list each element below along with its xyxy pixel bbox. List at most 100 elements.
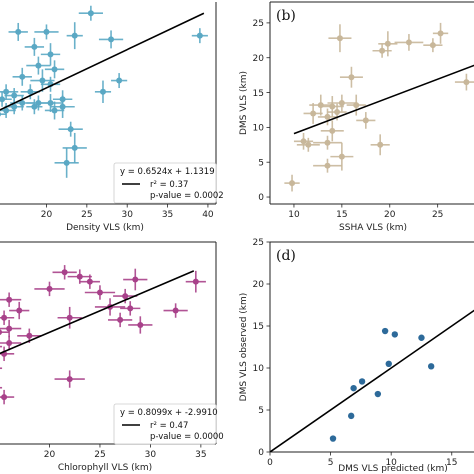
data-point [3,88,10,95]
legend: y = 0.6524x + 1.1319 r² = 0.37p-value = 0… [113,162,224,204]
data-point [15,28,22,35]
data-point [122,293,129,300]
data-point [196,32,203,39]
x-axis-label: DMS VLS predicted (km) [338,464,448,474]
data-point [0,111,2,117]
y-axis-label: DMS VLS (km) [239,71,249,135]
data-point [132,276,139,283]
data-point [374,390,382,398]
data-point [329,127,336,134]
data-point [379,47,386,54]
x-tick-label: 20 [384,210,396,220]
panel-label: (b) [276,8,296,24]
plot-area [270,309,474,452]
regression-line [0,270,195,355]
legend-pvalue: p-value = 0.0002 [150,191,224,201]
y-tick-label: 5 [258,406,264,416]
data-point [336,35,343,42]
y-tick-label: 10 [253,364,265,374]
x-tick-label: 30 [145,450,157,460]
data-point [6,340,13,346]
x-tick-label: 25 [432,210,443,220]
data-point [358,378,366,385]
x-tick-label: 0 [267,458,273,468]
data-point [0,96,6,103]
x-tick-label: 40 [202,210,214,220]
data-point [391,331,399,338]
legend-box [113,162,217,204]
regression-line [270,309,474,452]
plot-area [284,22,474,192]
x-axis-label: SSHA VLS (km) [339,223,407,233]
data-point [329,103,336,110]
regression-line [0,12,205,111]
legend-pvalue: p-value = 0.0000 [150,432,224,442]
x-tick-label: 25 [81,210,92,220]
data-point [39,77,46,84]
data-point [47,100,54,106]
legend-r2: r² = 0.37 [150,180,188,190]
data-point [35,62,42,69]
x-tick-label: 25 [94,450,105,460]
data-point [385,360,392,367]
data-point [76,273,83,280]
x-axis-label: Density VLS (km) [66,223,144,233]
data-point [3,107,10,114]
data-point [71,32,78,39]
data-point [127,305,134,312]
data-point [117,316,124,323]
x-tick-label: 20 [41,210,53,220]
data-point [31,43,38,50]
data-point [16,307,23,314]
data-point [47,51,54,58]
x-tick-label: 20 [44,450,56,460]
data-point [300,138,307,145]
data-point [31,103,38,110]
y-tick-label: 25 [253,238,264,248]
data-point [66,314,73,321]
data-point [172,307,179,314]
y-tick-label: 10 [253,124,265,134]
data-point [116,77,123,84]
legend-box [113,403,217,445]
data-point [108,36,115,43]
y-tick-label: 20 [253,280,265,290]
regression-line [293,64,474,135]
data-point [334,109,341,116]
y-axis-label: DMS VLS observed (km) [239,293,249,402]
data-point [347,412,355,420]
panel-b-ssha: 10 15 20 25 0 5 10 15 20 25 SSHA VLS (km) DMS VLS (… [239,1,474,233]
data-point [66,376,73,383]
legend-equation: y = 0.6524x + 1.1319 [120,167,215,177]
data-point [338,100,345,106]
data-point [324,162,331,169]
data-point [0,329,3,336]
data-point [71,144,78,151]
data-point [19,73,26,80]
data-point [96,289,103,296]
data-point [61,269,68,276]
x-tick-label: 30 [121,210,133,220]
data-point [329,435,337,442]
data-point [463,79,470,86]
data-point [324,113,331,120]
data-point [99,88,106,95]
data-point [310,110,317,117]
data-point [289,180,296,187]
data-point [19,100,26,106]
x-tick-label: 15 [446,458,457,468]
data-point [59,103,66,110]
data-point [338,153,345,160]
panel-c-chlorophyll: 20 25 30 35 Chlorophyll VLS (km) y = 0.8099x … [0,241,224,473]
legend-equation: y = 0.8099x + -2.9910 [120,408,218,418]
data-point [350,384,357,392]
data-point [137,321,144,328]
x-tick-label: 5 [328,458,334,468]
x-tick-label: 15 [336,210,347,220]
data-point [6,325,13,332]
y-tick-label: 15 [253,322,264,332]
data-point [67,126,74,133]
data-point [87,10,94,17]
data-point [51,66,58,73]
data-point [43,28,50,35]
